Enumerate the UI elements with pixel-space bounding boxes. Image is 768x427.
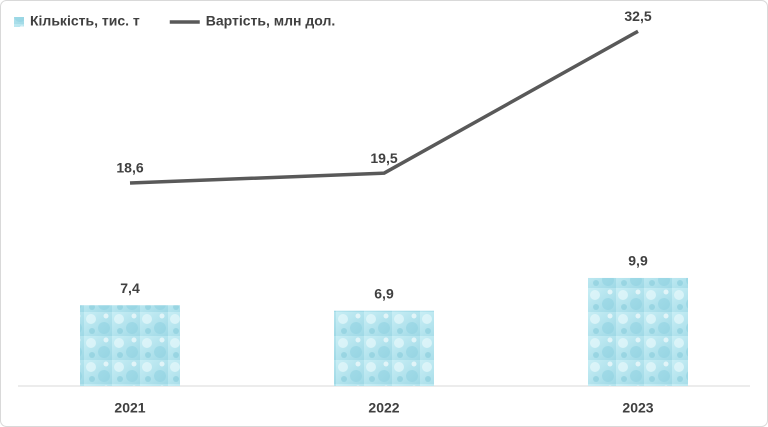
data-label: 18,6 [116, 160, 143, 176]
x-tick-label: 2023 [622, 400, 653, 416]
legend-label: Вартість, млн дол. [206, 13, 336, 29]
data-label: 32,5 [624, 8, 651, 24]
data-label: 19,5 [370, 150, 397, 166]
data-label: 9,9 [628, 253, 648, 269]
bar [588, 277, 688, 386]
legend-swatch [14, 17, 24, 27]
x-tick-label: 2022 [368, 400, 399, 416]
line-series [129, 29, 639, 185]
data-label: 6,9 [374, 285, 394, 301]
data-label: 7,4 [120, 280, 140, 296]
bar [334, 310, 434, 386]
bar [80, 305, 180, 386]
x-tick-label: 2021 [114, 400, 145, 416]
legend-label: Кількість, тис. т [30, 13, 140, 29]
